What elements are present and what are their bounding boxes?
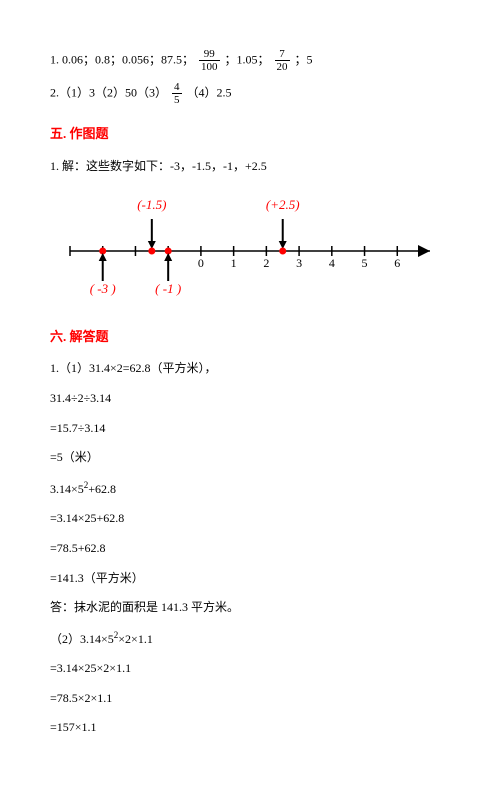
fraction-99-100: 99 100 xyxy=(199,48,220,73)
svg-text:3: 3 xyxy=(296,256,302,270)
svg-text:4: 4 xyxy=(329,256,335,270)
exponent: 2 xyxy=(84,480,89,490)
calc-line: 答：抹水泥的面积是 141.3 平方米。 xyxy=(50,597,450,619)
answer-line-2: 2.（1）3（2）50（3） 4 5 （4）2.5 xyxy=(50,81,450,106)
text: ；5 xyxy=(295,52,313,66)
svg-text:( -3 ): ( -3 ) xyxy=(90,281,116,296)
svg-text:2: 2 xyxy=(263,256,269,270)
calc-line: =3.14×25+62.8 xyxy=(50,508,450,530)
svg-text:( -1 ): ( -1 ) xyxy=(155,281,181,296)
fraction-4-5: 4 5 xyxy=(172,81,182,106)
exponent: 2 xyxy=(114,630,119,640)
calc-line: 3.14×52+62.8 xyxy=(50,477,450,501)
calc-line: （2）3.14×52×2×1.1 xyxy=(50,627,450,651)
svg-text:(+2.5): (+2.5) xyxy=(266,197,300,212)
text: 2.（1）3（2）50（3） xyxy=(50,86,167,100)
section-5-title: 五. 作图题 xyxy=(50,122,450,145)
denominator: 100 xyxy=(199,61,220,73)
svg-text:0: 0 xyxy=(198,256,204,270)
calc-line: =3.14×25×2×1.1 xyxy=(50,658,450,680)
section-5-line-1: 1. 解：这些数字如下：-3，-1.5，-1，+2.5 xyxy=(50,156,450,178)
denominator: 5 xyxy=(172,94,182,106)
fraction-7-20: 7 20 xyxy=(275,48,290,73)
calc-line: =15.7÷3.14 xyxy=(50,418,450,440)
svg-text:5: 5 xyxy=(362,256,368,270)
calculation-block: 1.（1）31.4×2=62.8（平方米）， 31.4÷2÷3.14 =15.7÷3… xyxy=(50,358,450,739)
svg-text:6: 6 xyxy=(394,256,400,270)
text: 1. 0.06；0.8；0.056；87.5； xyxy=(50,52,194,66)
number-line-figure: 0 1 2 3 4 5 6 (-1.5) (+2.5) ( -3 ) ( -1 ) xyxy=(50,191,450,309)
calc-line: =141.3（平方米） xyxy=(50,568,450,590)
calc-line: =78.5+62.8 xyxy=(50,538,450,560)
text: ；1.05； xyxy=(225,52,270,66)
answer-line-1: 1. 0.06；0.8；0.056；87.5； 99 100 ；1.05； 7 … xyxy=(50,48,450,73)
svg-text:1: 1 xyxy=(231,256,237,270)
calc-line: 1.（1）31.4×2=62.8（平方米）， xyxy=(50,358,450,380)
section-6-title: 六. 解答题 xyxy=(50,325,450,348)
svg-text:(-1.5): (-1.5) xyxy=(137,197,166,212)
denominator: 20 xyxy=(275,61,290,73)
text: （4）2.5 xyxy=(187,86,232,100)
calc-line: =5（米） xyxy=(50,447,450,469)
numerator: 99 xyxy=(199,48,220,61)
numerator: 7 xyxy=(275,48,290,61)
calc-line: 31.4÷2÷3.14 xyxy=(50,388,450,410)
calc-line: =157×1.1 xyxy=(50,717,450,739)
numerator: 4 xyxy=(172,81,182,94)
calc-line: =78.5×2×1.1 xyxy=(50,688,450,710)
